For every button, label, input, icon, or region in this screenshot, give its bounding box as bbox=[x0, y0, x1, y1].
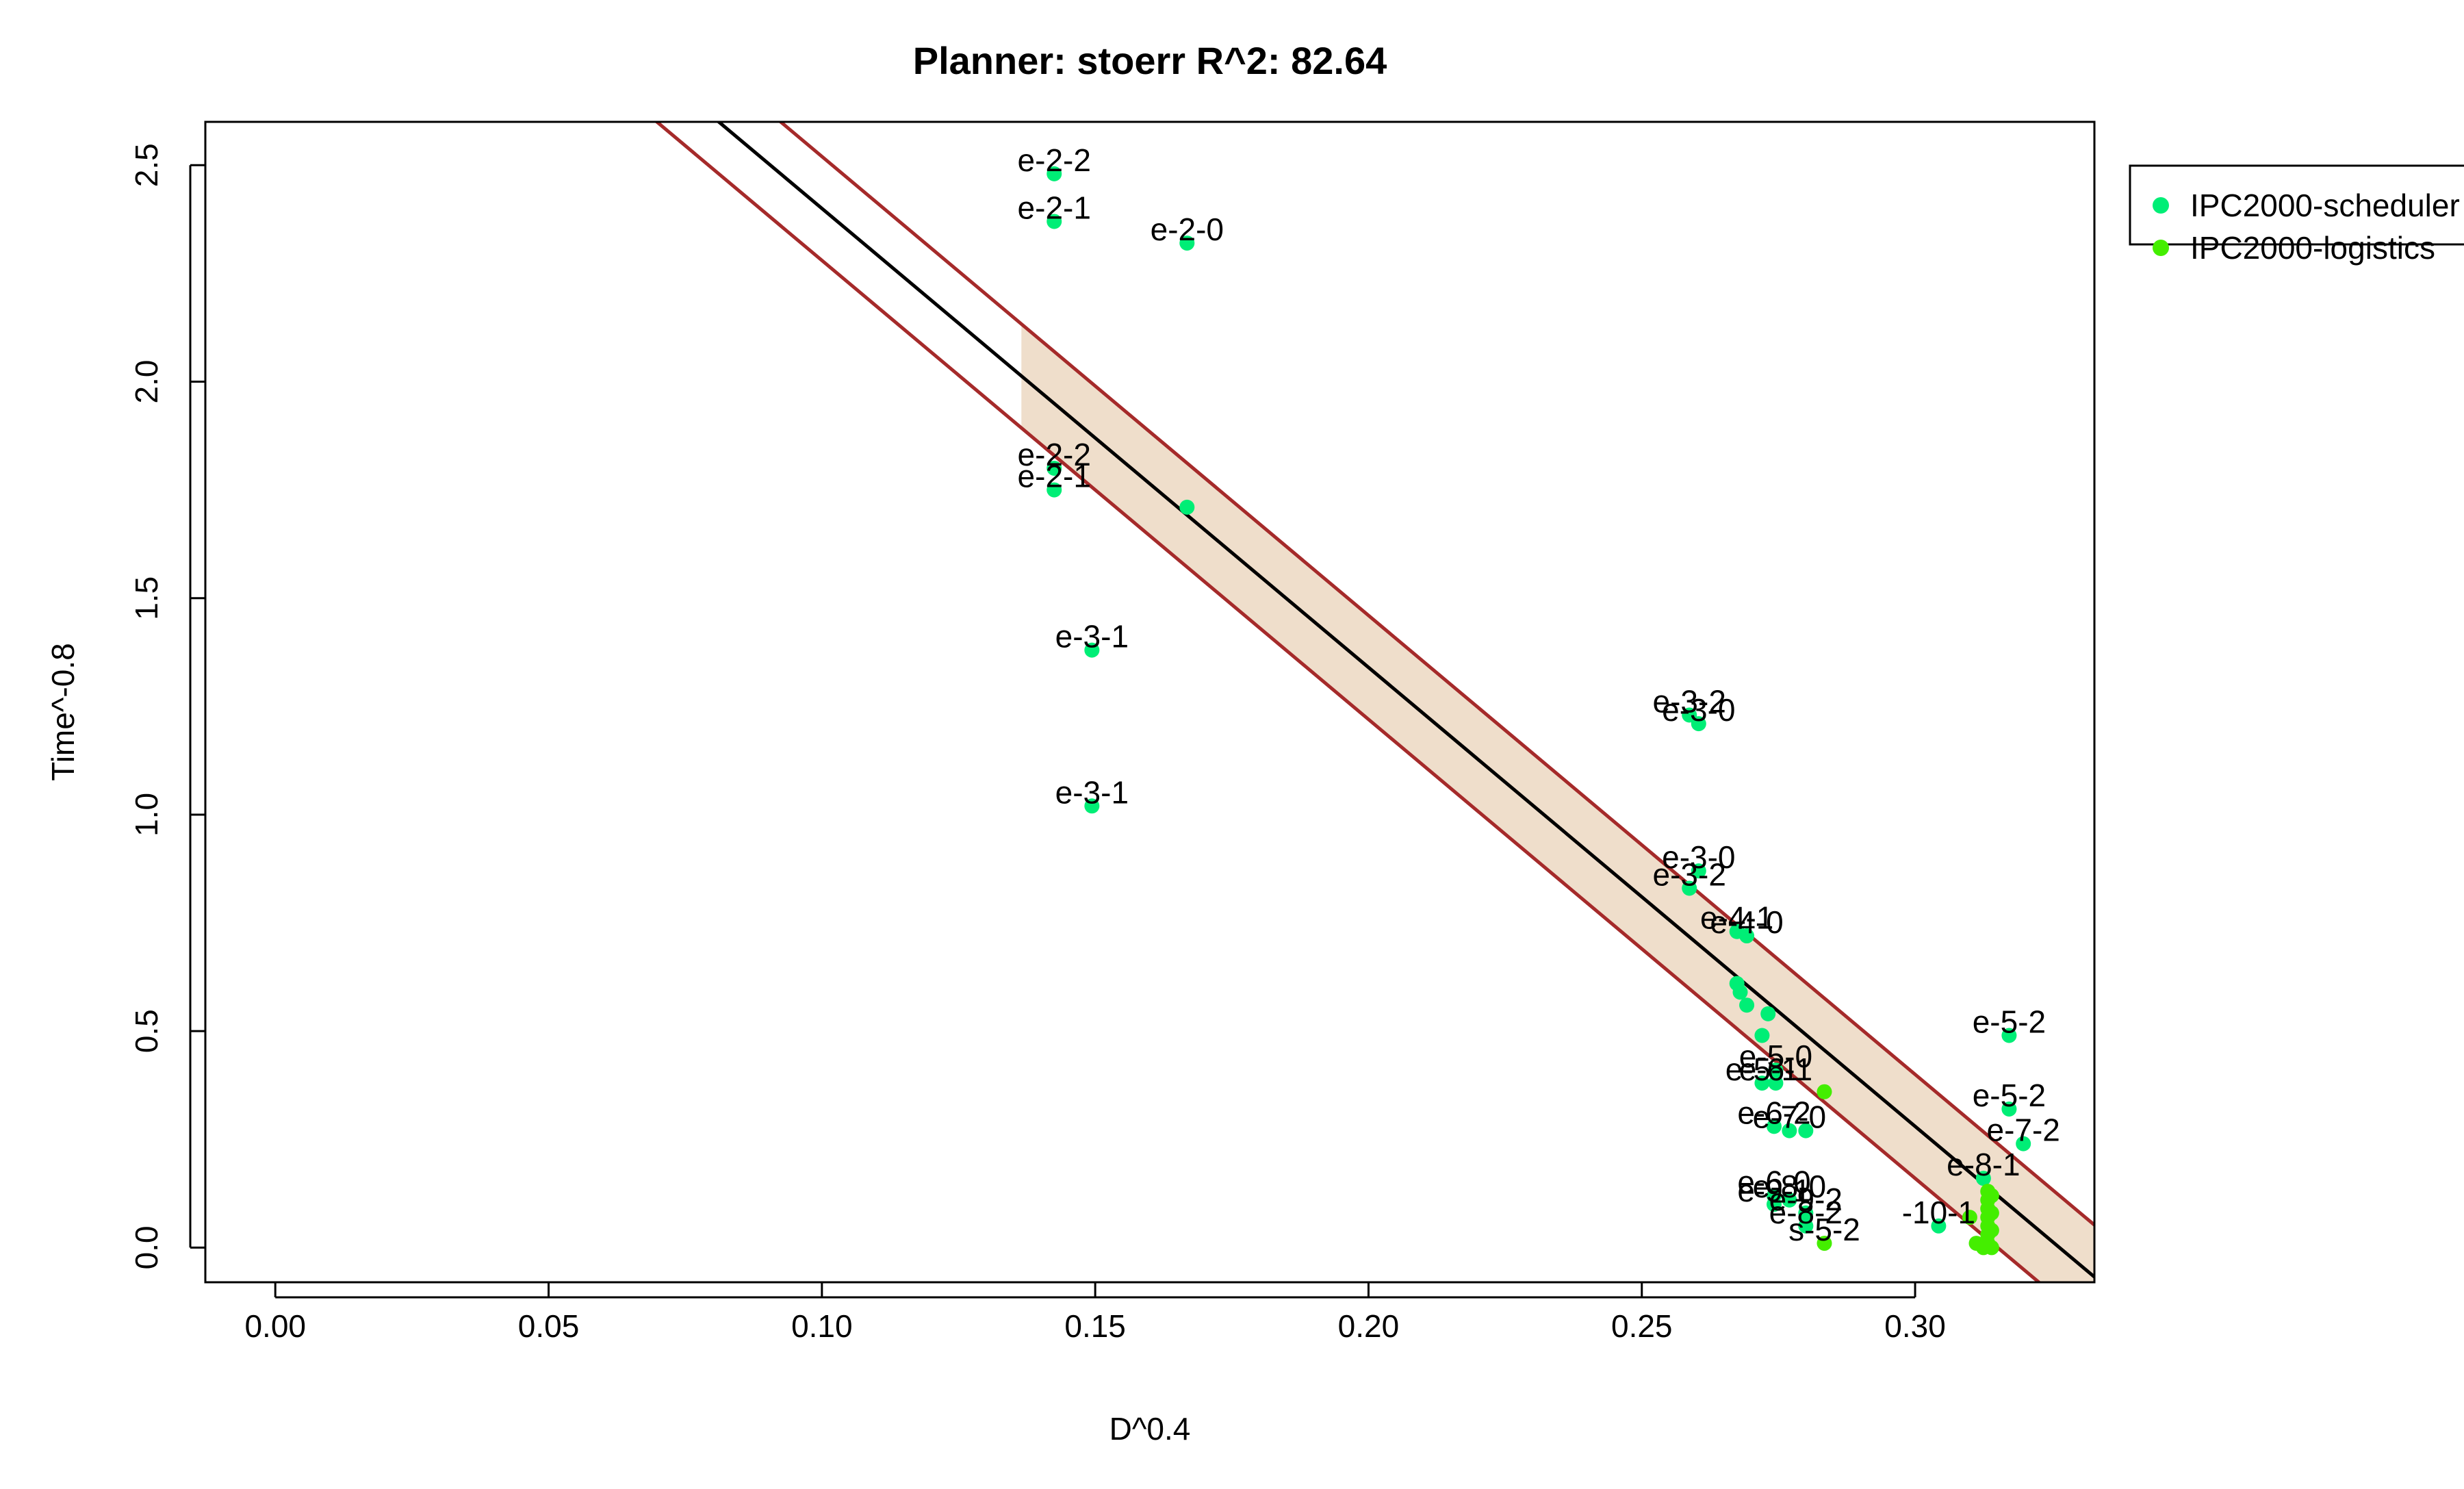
data-point bbox=[1084, 642, 1100, 658]
legend-label: IPC2000-scheduler bbox=[2190, 188, 2460, 223]
data-point bbox=[1179, 236, 1195, 251]
point-label: e-6-2 bbox=[1737, 1095, 1810, 1130]
data-point bbox=[1179, 499, 1195, 515]
plot-area: e-2-2e-2-1e-2-0e-2-2e-2-1e-3-1e-3-1e-3-2… bbox=[129, 120, 2096, 1344]
data-point bbox=[1782, 1192, 1797, 1208]
data-point bbox=[1754, 1076, 1770, 1091]
data-point bbox=[1984, 1188, 1999, 1204]
point-label: e-3-1 bbox=[1055, 774, 1129, 810]
data-point bbox=[1782, 1123, 1797, 1138]
data-point bbox=[1768, 1076, 1784, 1091]
data-point bbox=[1817, 1236, 1832, 1251]
data-point bbox=[1767, 1197, 1782, 1212]
point-label: s-5-2 bbox=[1788, 1212, 1860, 1247]
data-point bbox=[2001, 1102, 2017, 1117]
data-point bbox=[1691, 716, 1706, 732]
y-tick-label: 2.0 bbox=[129, 360, 164, 404]
point-label: e-5-1 bbox=[1725, 1052, 1799, 1087]
data-point bbox=[1975, 1171, 1991, 1186]
data-point bbox=[1739, 928, 1755, 944]
point-label: e-3-2 bbox=[1653, 856, 1726, 892]
x-tick-label: 0.10 bbox=[791, 1308, 853, 1344]
legend-marker bbox=[2153, 240, 2169, 256]
x-tick-label: 0.20 bbox=[1338, 1308, 1400, 1344]
data-point bbox=[1682, 880, 1697, 896]
x-tick-label: 0.15 bbox=[1064, 1308, 1126, 1344]
point-label: e-3-2 bbox=[1653, 683, 1726, 719]
regression-line bbox=[716, 122, 2094, 1279]
point-label: e-3-0 bbox=[1662, 839, 1735, 875]
point-label: e-5-2 bbox=[1973, 1004, 2046, 1039]
upper-prediction-line bbox=[778, 122, 2094, 1227]
data-point bbox=[2001, 1028, 2017, 1043]
data-point bbox=[1798, 1123, 1814, 1138]
data-point bbox=[1754, 1028, 1770, 1043]
point-label: e-6-1 bbox=[1739, 1052, 1812, 1087]
y-tick-label: 0.0 bbox=[129, 1225, 164, 1269]
x-tick-label: 0.05 bbox=[518, 1308, 580, 1344]
legend: IPC2000-scheduler IPC2000-logistics bbox=[2129, 164, 2464, 266]
chart-title: Planner: stoerr R^2: 82.64 bbox=[913, 39, 1387, 82]
point-label: e-8-0 bbox=[1753, 1169, 1826, 1204]
data-point bbox=[1047, 482, 1062, 498]
data-point bbox=[1760, 1006, 1776, 1021]
point-label: e-8-1 bbox=[1947, 1147, 2020, 1182]
data-point bbox=[1798, 1218, 1814, 1234]
data-point bbox=[1084, 798, 1100, 814]
data-point bbox=[1732, 984, 1748, 1000]
y-tick-label: 1.5 bbox=[129, 576, 164, 620]
point-label: e-2-1 bbox=[1018, 190, 1091, 225]
data-point bbox=[1768, 1062, 1784, 1078]
data-point bbox=[1047, 166, 1062, 181]
y-tick-label: 2.5 bbox=[129, 143, 164, 187]
legend-marker bbox=[2153, 197, 2169, 214]
point-label: e-9-2 bbox=[1769, 1182, 1843, 1217]
data-point bbox=[1798, 1205, 1814, 1221]
x-tick-label: 0.30 bbox=[1884, 1308, 1946, 1344]
data-point bbox=[1817, 1084, 1832, 1099]
point-label: e-7-0 bbox=[1753, 1099, 1826, 1135]
data-point bbox=[1984, 1205, 1999, 1221]
plot-frame bbox=[204, 120, 2096, 1284]
data-point bbox=[1767, 1119, 1782, 1134]
x-axis-label: D^0.4 bbox=[1109, 1411, 1191, 1447]
data-point bbox=[1739, 997, 1755, 1013]
y-axis-label: Time^-0.8 bbox=[45, 643, 81, 780]
data-point bbox=[1984, 1240, 1999, 1256]
confidence-band bbox=[1021, 324, 2094, 1282]
point-label: e-5-0 bbox=[1739, 1039, 1812, 1074]
point-label: e-3-1 bbox=[1055, 619, 1129, 654]
legend-box bbox=[2129, 164, 2464, 246]
point-label: e-9-1 bbox=[1737, 1173, 1810, 1208]
point-label: e-4-1 bbox=[1700, 900, 1773, 936]
legend-label: IPC2000-logistics bbox=[2190, 230, 2435, 266]
data-point bbox=[1984, 1223, 1999, 1238]
plot-clipped-layer: e-2-2e-2-1e-2-0e-2-2e-2-1e-3-1e-3-1e-3-2… bbox=[654, 122, 2094, 1282]
data-point bbox=[1691, 863, 1706, 879]
point-label: e-5-2 bbox=[1973, 1078, 2046, 1113]
data-point bbox=[1931, 1218, 1947, 1234]
point-label: e-4-0 bbox=[1710, 904, 1783, 940]
data-point bbox=[1047, 460, 1062, 476]
point-label: -10-1 bbox=[1902, 1195, 1975, 1230]
y-tick-label: 0.5 bbox=[129, 1009, 164, 1053]
x-tick-label: 0.25 bbox=[1611, 1308, 1673, 1344]
x-tick-label: 0.00 bbox=[244, 1308, 306, 1344]
point-label: e-2-2 bbox=[1018, 437, 1091, 472]
data-point bbox=[1962, 1210, 1977, 1225]
data-point bbox=[1047, 214, 1062, 229]
point-label: e-2-0 bbox=[1151, 212, 1224, 247]
data-point bbox=[2016, 1136, 2031, 1151]
point-label: e-6-0 bbox=[1737, 1165, 1810, 1200]
point-label: e-2-2 bbox=[1018, 142, 1091, 178]
y-tick-label: 1.0 bbox=[129, 793, 164, 837]
point-label: e-2-1 bbox=[1018, 459, 1091, 494]
point-label: e-8-2 bbox=[1769, 1195, 1843, 1230]
point-label: e-3-0 bbox=[1662, 692, 1735, 728]
point-label: e-7-2 bbox=[1986, 1112, 2059, 1148]
